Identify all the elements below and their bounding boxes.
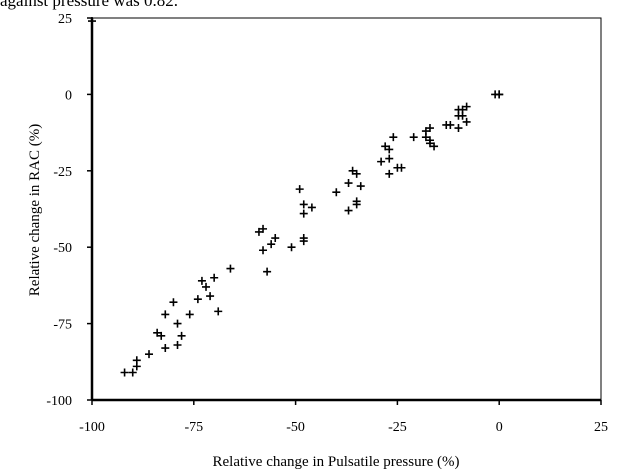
- data-point: [177, 331, 186, 340]
- data-points: [88, 17, 504, 377]
- data-point: [145, 350, 154, 359]
- data-point: [352, 169, 361, 178]
- data-point: [161, 310, 170, 319]
- data-point: [259, 224, 268, 233]
- data-point: [389, 133, 398, 142]
- x-tick-label: -100: [79, 420, 105, 435]
- data-point: [259, 246, 268, 255]
- data-point: [88, 17, 96, 26]
- data-point: [120, 368, 129, 377]
- data-point: [210, 273, 219, 282]
- x-tick-label: 25: [594, 420, 608, 435]
- data-point: [197, 276, 206, 285]
- data-point: [446, 120, 455, 129]
- data-point: [226, 264, 235, 273]
- y-axis-label: Relative change in RAC (%): [27, 124, 43, 296]
- data-point: [377, 157, 386, 166]
- y-tick-label: -25: [53, 165, 72, 180]
- data-point: [295, 185, 304, 194]
- plot-frame: [91, 17, 602, 401]
- data-point: [454, 124, 463, 133]
- y-tick-label: 25: [58, 12, 72, 27]
- data-point: [344, 179, 353, 188]
- data-point: [352, 200, 361, 209]
- data-point: [185, 310, 194, 319]
- data-point: [462, 117, 471, 126]
- data-point: [462, 102, 471, 111]
- data-point: [344, 206, 353, 215]
- data-point: [409, 133, 418, 142]
- data-point: [307, 203, 316, 212]
- x-tick-label: -75: [184, 420, 203, 435]
- data-point: [214, 307, 223, 316]
- y-tick-label: 0: [65, 88, 72, 103]
- data-point: [271, 234, 280, 243]
- data-point: [348, 166, 357, 175]
- data-point: [254, 227, 263, 236]
- data-point: [458, 111, 467, 120]
- x-tick-label: 0: [496, 420, 503, 435]
- data-point: [356, 182, 365, 191]
- y-tick-label: -50: [53, 241, 72, 256]
- x-axis-label: Relative change in Pulsatile pressure (%…: [212, 454, 459, 470]
- data-point: [202, 282, 211, 291]
- data-point: [385, 154, 394, 163]
- x-tick-label: -25: [388, 420, 407, 435]
- data-point: [381, 142, 390, 151]
- data-point: [287, 243, 296, 252]
- y-tick-label: -75: [53, 318, 72, 333]
- axes: [87, 17, 602, 405]
- data-point: [153, 328, 162, 337]
- data-point: [173, 319, 182, 328]
- data-point: [299, 237, 308, 246]
- data-point: [267, 240, 276, 249]
- data-point: [206, 292, 215, 301]
- data-point: [161, 344, 170, 353]
- x-tick-label: -50: [286, 420, 305, 435]
- data-point: [495, 90, 504, 99]
- data-point: [425, 124, 434, 133]
- data-point: [397, 163, 406, 172]
- data-point: [169, 298, 178, 307]
- caption-fragment: against pressure was 0.82.: [0, 0, 178, 10]
- tick-labels: -100 -75 -50 -25 0 25 25 0 -25 -50 -75 -100: [46, 12, 608, 435]
- y-tick-label: -100: [46, 394, 72, 409]
- data-point: [132, 356, 141, 365]
- data-point: [157, 331, 166, 340]
- data-point: [385, 145, 394, 154]
- data-point: [425, 139, 434, 148]
- data-point: [421, 133, 430, 142]
- data-point: [173, 340, 182, 349]
- data-point: [128, 368, 137, 377]
- data-point: [263, 267, 272, 276]
- data-point: [193, 295, 202, 304]
- data-point: [430, 142, 439, 151]
- data-point: [332, 188, 341, 197]
- data-point: [299, 209, 308, 218]
- data-point: [385, 169, 394, 178]
- data-point: [299, 200, 308, 209]
